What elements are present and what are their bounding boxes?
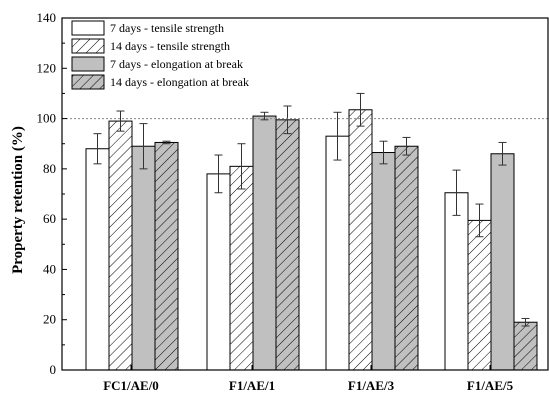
y-axis-title: Property retention (%) <box>10 126 26 274</box>
bar <box>85 148 110 371</box>
x-category-label: F1/AE/1 <box>229 378 275 393</box>
y-tick-label: 120 <box>37 60 57 75</box>
y-tick-label: 60 <box>43 211 56 226</box>
y-tick-label: 40 <box>43 261 56 276</box>
legend-label: 7 days - elongation at break <box>110 57 243 71</box>
y-tick-label: 20 <box>43 312 56 327</box>
y-tick-label: 80 <box>43 161 56 176</box>
x-category-label: F1/AE/3 <box>348 378 395 393</box>
x-category-label: FC1/AE/0 <box>103 378 159 393</box>
bar <box>108 120 133 371</box>
y-tick-label: 140 <box>37 10 57 25</box>
bar <box>490 153 515 371</box>
legend-label: 7 days - tensile strength <box>110 21 224 35</box>
bar <box>131 145 156 371</box>
y-tick-label: 0 <box>50 362 57 377</box>
axis-layer: 0 20 40 60 80 100 120 140 FC1/AE/0 F1/AE/1 F1/AE/3… <box>37 10 514 393</box>
bar <box>275 119 300 371</box>
legend-swatch <box>71 74 105 90</box>
legend-label: 14 days - tensile strength <box>110 39 230 53</box>
bar <box>154 141 179 371</box>
bar <box>252 115 277 371</box>
legend-label: 14 days - elongation at break <box>110 75 249 89</box>
bar <box>394 145 419 371</box>
legend-swatch <box>71 56 105 72</box>
legend: 7 days - tensile strength 14 days - tensi… <box>71 20 249 90</box>
bar <box>371 152 396 371</box>
y-tick-label: 100 <box>37 111 57 126</box>
bar <box>206 173 231 371</box>
legend-swatch <box>71 38 105 54</box>
bar <box>513 321 538 371</box>
bars-layer <box>85 92 538 371</box>
legend-swatch <box>71 20 105 36</box>
bar <box>348 109 373 371</box>
bar <box>229 165 254 371</box>
bar <box>444 192 469 371</box>
bar <box>467 219 492 371</box>
x-category-label: F1/AE/5 <box>467 378 514 393</box>
bar <box>325 135 350 371</box>
